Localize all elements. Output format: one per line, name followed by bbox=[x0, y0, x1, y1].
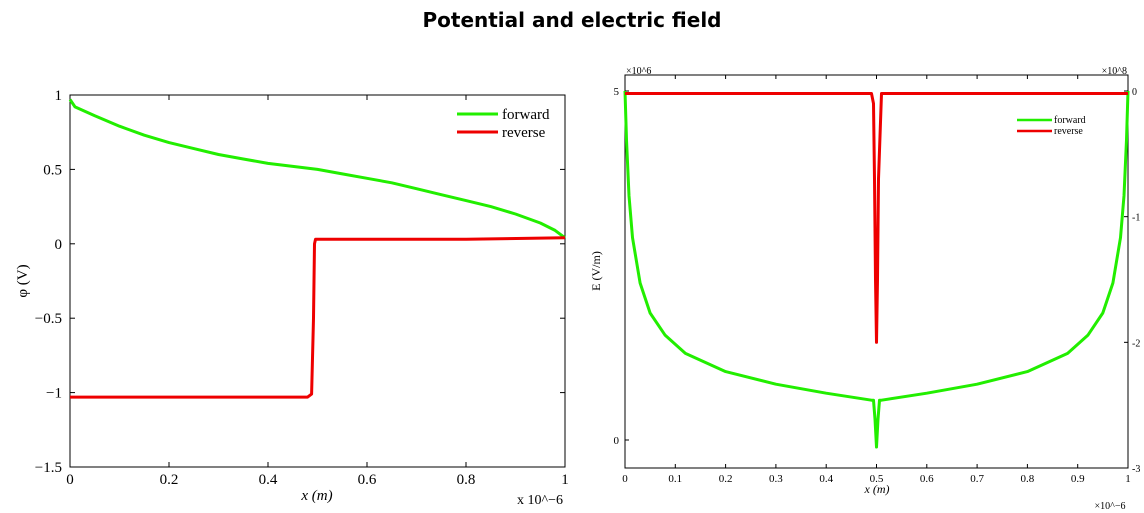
left-legend: forward reverse bbox=[457, 107, 550, 141]
right-y-right-tick-label: 0 bbox=[1132, 87, 1137, 98]
left-x-tick-label: 0.2 bbox=[160, 472, 179, 488]
right-x-tick-label: 0.9 bbox=[1071, 473, 1085, 485]
right-right-multiplier: ×10^8 bbox=[1102, 66, 1127, 77]
right-x-tick-label: 1 bbox=[1125, 473, 1131, 485]
left-y-tick-label: 0 bbox=[55, 237, 63, 253]
left-x-tick-label: 0 bbox=[66, 472, 74, 488]
left-y-tick-label: 1 bbox=[55, 88, 63, 104]
right-x-tick-label: 0.8 bbox=[1021, 473, 1035, 485]
left-y-ticks: 1 0.5 0 −0.5 −1 −1.5 bbox=[35, 88, 565, 476]
left-x-multiplier: x 10^−6 bbox=[517, 493, 563, 508]
left-x-tick-label: 0.6 bbox=[358, 472, 377, 488]
left-x-ticks: 0 0.2 0.4 0.6 0.8 1 bbox=[66, 95, 569, 488]
right-x-tick-label: 0.2 bbox=[719, 473, 733, 485]
left-y-tick-label: 0.5 bbox=[43, 162, 62, 178]
right-x-tick-label: 0.1 bbox=[668, 473, 682, 485]
left-x-axis-label: x (m) bbox=[300, 488, 332, 504]
left-series-group bbox=[68, 98, 566, 399]
right-y-right-tick-label: -1 bbox=[1132, 213, 1140, 224]
left-legend-reverse-label: reverse bbox=[502, 125, 546, 141]
right-y-right-tick-label: -3 bbox=[1132, 464, 1140, 475]
left-x-tick-label: 0.4 bbox=[259, 472, 278, 488]
right-series-group bbox=[623, 90, 1130, 449]
right-series-reverse bbox=[625, 92, 1128, 344]
right-x-tick-label: 0.7 bbox=[970, 473, 984, 485]
left-y-tick-label: −1 bbox=[46, 386, 62, 402]
left-chart: 0 0.2 0.4 0.6 0.8 1 1 0.5 0 −0.5 −1 −1.5 x (m) x 1… bbox=[15, 88, 569, 508]
right-x-tick-label: 0.6 bbox=[920, 473, 934, 485]
right-legend-forward-label: forward bbox=[1054, 115, 1086, 126]
right-x-axis-label: x (m) bbox=[864, 482, 890, 496]
right-series-forward bbox=[623, 90, 1130, 449]
left-legend-forward-label: forward bbox=[502, 107, 550, 123]
right-chart: 0 0.1 0.2 0.3 0.4 0.5 0.6 0.7 0.8 0.9 1 5 0 0 -1 -2 -3… bbox=[589, 66, 1140, 512]
right-y-left-tick-label: 0 bbox=[614, 435, 620, 447]
right-y-axis-label: E (V/m) bbox=[589, 251, 603, 291]
left-plot-frame bbox=[69, 94, 566, 468]
left-y-tick-label: −1.5 bbox=[35, 460, 62, 476]
left-series-reverse bbox=[70, 236, 566, 399]
right-legend: forward reverse bbox=[1017, 115, 1086, 137]
right-legend-reverse-label: reverse bbox=[1054, 126, 1083, 137]
left-series-forward bbox=[68, 98, 566, 240]
right-x-tick-label: 0 bbox=[622, 473, 628, 485]
right-x-tick-label: 0.4 bbox=[819, 473, 833, 485]
left-x-tick-label: 0.8 bbox=[457, 472, 476, 488]
right-x-multiplier: ×10^−6 bbox=[1095, 501, 1126, 512]
right-x-ticks: 0 0.1 0.2 0.3 0.4 0.5 0.6 0.7 0.8 0.9 1 bbox=[622, 75, 1131, 485]
left-y-axis-label: φ (V) bbox=[15, 264, 31, 297]
right-y-right-tick-label: -2 bbox=[1132, 338, 1140, 349]
right-y-left-tick-label: 5 bbox=[614, 86, 620, 98]
right-y-ticks-right: 0 -1 -2 -3 bbox=[1124, 87, 1140, 475]
left-x-tick-label: 1 bbox=[561, 472, 569, 488]
figure-title: Potential and electric field bbox=[422, 8, 722, 32]
right-left-multiplier: ×10^6 bbox=[626, 66, 651, 77]
right-x-tick-label: 0.3 bbox=[769, 473, 783, 485]
right-x-tick-label: 0.5 bbox=[870, 473, 884, 485]
left-y-tick-label: −0.5 bbox=[35, 311, 62, 327]
